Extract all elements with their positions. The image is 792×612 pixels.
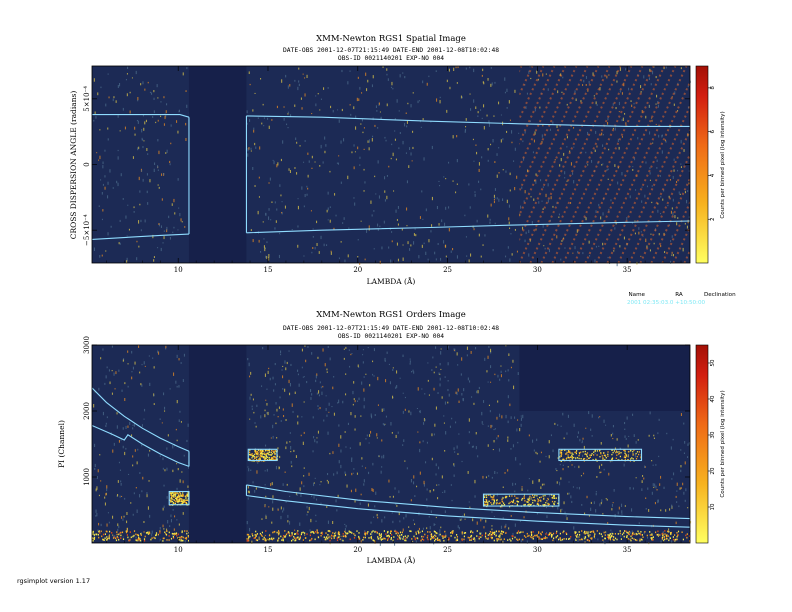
orders-subtitle-obsid: OBS-ID 0021140201 EXP-NO 004 (338, 333, 444, 340)
source-info: Name RA Declination 2001 02:35:03.0 +10:… (627, 292, 736, 306)
x-tick-label: 10 (174, 266, 183, 274)
colorbar-tick-label: 4 (710, 173, 716, 177)
orders-colorbar-label: Counts per binned pixel (log intensity) (720, 390, 726, 497)
order-box-2 (247, 448, 278, 462)
version-footer: rgsimplot version 1.17 (17, 577, 90, 585)
colorbar-tick-label: 30 (710, 431, 716, 439)
region-right-upper (246, 115, 690, 127)
orders-x-ticks: 10 15 20 25 30 35 (106, 345, 682, 554)
order-curve-1 (91, 387, 190, 452)
spatial-subtitle-obsid: OBS-ID 0021140201 EXP-NO 004 (338, 55, 444, 62)
orders-y-axis-label: PI (Channel) (57, 420, 66, 468)
orders-extraction-regions (91, 387, 691, 528)
orders-y-ticks: 1000 2000 3000 (83, 336, 690, 486)
spatial-extraction-region (91, 114, 691, 240)
orders-x-axis-label: LAMBDA (Å) (367, 556, 416, 565)
x-tick-label: 10 (174, 546, 183, 554)
orders-noise-layer (92, 345, 692, 546)
y-tick-label: 1000 (83, 468, 91, 486)
spatial-x-axis-label: LAMBDA (Å) (367, 277, 416, 286)
colorbar-tick-label: 50 (710, 359, 716, 367)
source-name-header: Name (628, 292, 645, 298)
source-values: 2001 02:35:03.0 +10:50:00 (627, 300, 706, 306)
order-box-1 (168, 490, 190, 506)
order-box-4 (558, 448, 643, 462)
x-tick-label: 25 (443, 546, 452, 554)
region-right-lower (246, 220, 691, 234)
colorbar-tick-label: 2 (710, 217, 716, 221)
x-tick-label: 15 (264, 266, 273, 274)
region-left-upper (92, 114, 190, 118)
source-dec-header: Declination (704, 292, 736, 298)
spatial-y-axis-label: CROSS DISPERSION ANGLE (radians) (69, 91, 78, 240)
y-tick-label: 2000 (83, 402, 91, 420)
order-curve-2 (91, 424, 190, 467)
y-tick-label: 0 (83, 162, 91, 166)
x-tick-label: 20 (353, 266, 362, 274)
colorbar-tick-label: 10 (710, 503, 716, 511)
x-tick-label: 30 (533, 266, 542, 274)
x-tick-label: 25 (443, 266, 452, 274)
spatial-subtitle-dates: DATE-OBS 2001-12-07T21:15:49 DATE-END 20… (283, 47, 499, 54)
spatial-title: XMM-Newton RGS1 Spatial Image (316, 34, 466, 44)
orders-plot-frame (91, 344, 691, 544)
x-tick-label: 30 (533, 546, 542, 554)
order-box-3 (482, 493, 560, 507)
region-left-lower (91, 233, 190, 240)
colorbar-tick-label: 40 (710, 395, 716, 403)
orders-bright-band (92, 449, 691, 542)
spatial-y-ticks: −5×10⁻⁴ 0 5×10⁻⁴ (83, 86, 690, 246)
colorbar-tick-label: 8 (710, 86, 716, 90)
spatial-colorbar (695, 65, 709, 264)
orders-empty-region (519, 345, 690, 411)
spatial-colorbar-label: Counts per binned pixel (log intensity) (720, 111, 726, 218)
order-curve-3 (246, 484, 691, 520)
orders-image-panel: XMM-Newton RGS1 Orders Image DATE-OBS 20… (57, 310, 726, 565)
order-curve-4 (246, 494, 691, 528)
source-ra-header: RA (675, 292, 683, 298)
x-tick-label: 15 (264, 546, 273, 554)
orders-subtitle-dates: DATE-OBS 2001-12-07T21:15:49 DATE-END 20… (283, 325, 499, 332)
spatial-chip-gap (188, 66, 247, 263)
y-tick-label: −5×10⁻⁴ (83, 214, 91, 246)
x-tick-label: 20 (353, 546, 362, 554)
orders-chip-gap (188, 345, 247, 543)
y-tick-label: 5×10⁻⁴ (83, 86, 91, 112)
x-tick-label: 35 (623, 266, 632, 274)
spatial-image-panel: XMM-Newton RGS1 Spatial Image DATE-OBS 2… (69, 34, 726, 286)
colorbar-tick-label: 6 (710, 129, 716, 133)
spatial-x-ticks: 10 15 20 25 30 35 (106, 66, 682, 274)
orders-colorbar-ticks: 10 20 30 40 50 (708, 359, 716, 511)
spatial-interference-pattern (519, 66, 691, 263)
spatial-plot-background (92, 66, 690, 263)
orders-colorbar (695, 344, 709, 544)
y-tick-label: 3000 (83, 336, 91, 354)
spatial-colorbar-ticks: 2 4 6 8 (708, 86, 716, 221)
colorbar-tick-label: 20 (710, 467, 716, 475)
orders-title: XMM-Newton RGS1 Orders Image (316, 310, 466, 320)
spatial-noise-layer (93, 66, 691, 267)
x-tick-label: 35 (623, 546, 632, 554)
